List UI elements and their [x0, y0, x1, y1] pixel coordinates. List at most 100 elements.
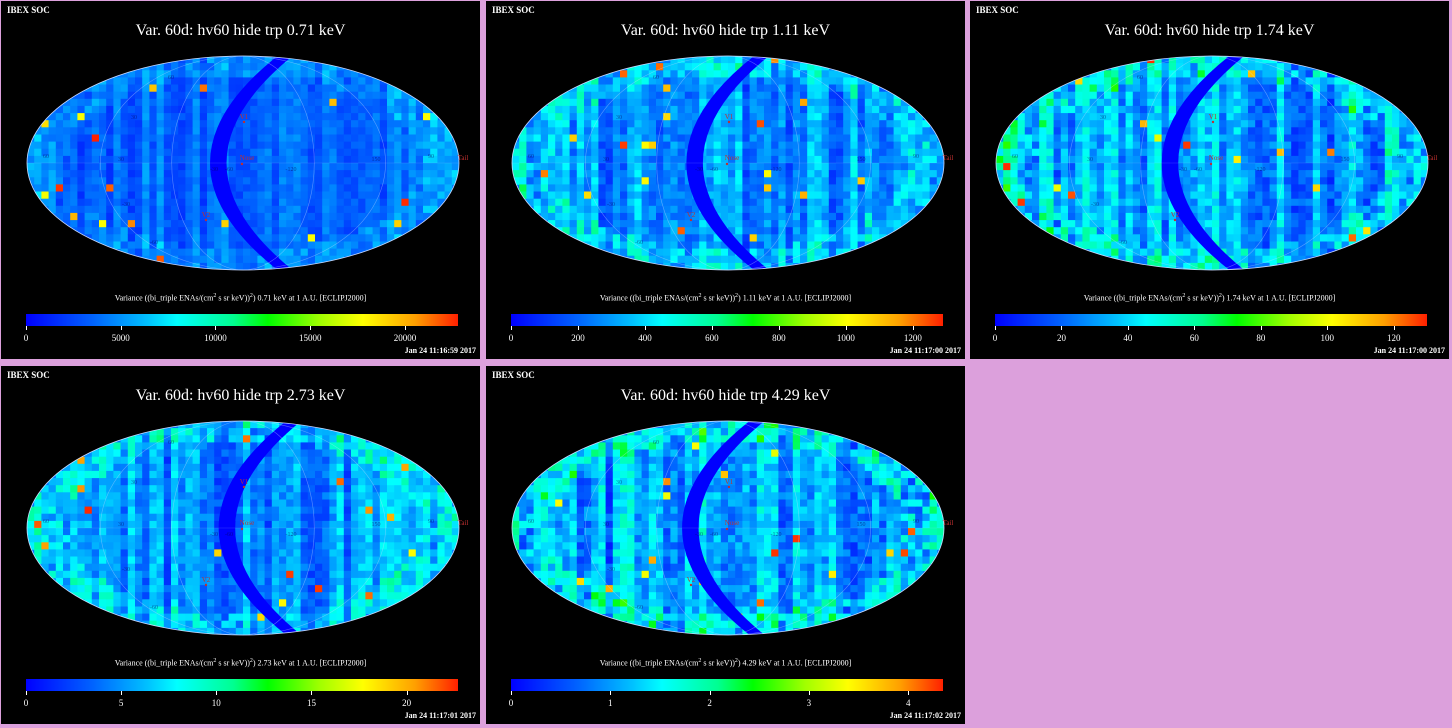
colorbar-tick-label: 80 — [1256, 333, 1266, 343]
colorbar-tick-label: 0 — [508, 333, 514, 343]
lon-label: 60 — [528, 519, 534, 525]
timestamp: Jan 24 11:17:00 2017 — [1373, 346, 1445, 355]
marker-dot — [242, 485, 246, 489]
lon-label: 60 — [1012, 154, 1018, 160]
lon-label: 90 — [428, 154, 434, 160]
marker-dot — [689, 218, 693, 222]
lat-label: -30 — [1091, 202, 1099, 208]
lat-label: -30 — [607, 567, 615, 573]
tail-label: Tail — [458, 154, 469, 162]
colorbar-tick — [511, 326, 512, 330]
marker-dot — [725, 527, 729, 531]
nose-label: Nose — [240, 519, 254, 527]
marker-dot — [1211, 120, 1215, 124]
lon-label: 30 — [1087, 157, 1093, 163]
sky-map: Nose Tail V1 V2 60 30 -30 -60 -120 150 90 30 -30 60 -6… — [26, 420, 468, 636]
org-label: IBEX SOC — [976, 5, 1019, 15]
map-panel-3: Nose Tail V1 V2 60 30 -30 -60 -120 150 90 30 -30 60 -6… — [970, 1, 1449, 359]
dark-band — [1161, 56, 1245, 270]
colorbar-ticks: 0 20 40 60 80 100 120 — [993, 326, 1427, 346]
colorbar-tick-label: 2 — [707, 698, 712, 708]
nose-label: Nose — [725, 519, 739, 527]
colorbar-ticks: 0 200 400 600 800 1000 1200 — [508, 326, 943, 346]
colorbar-tick — [1127, 326, 1129, 330]
lon-label: 150 — [372, 157, 381, 163]
colorbar-tick-label: 4 — [905, 698, 911, 708]
sky-map: Nose Tail V1 V2 60 30 -30 -60 -120 150 90 30 -30 60 -6… — [511, 55, 953, 271]
marker-dot — [242, 120, 246, 124]
timestamp: Jan 24 11:16:59 2017 — [404, 346, 476, 355]
v1-label: V1 — [1209, 113, 1218, 121]
marker-dot — [240, 527, 244, 531]
lat-label: 60 — [653, 440, 659, 446]
map-title: Var. 60d: hv60 hide trp 0.71 keV — [135, 22, 346, 39]
colorbar-tick — [1061, 326, 1063, 330]
lon-label: 90 — [1397, 154, 1403, 160]
nose-label: Nose — [240, 154, 254, 162]
lon-label: 150 — [1341, 157, 1350, 163]
lon-label: -30 — [1179, 167, 1187, 173]
colorbar-tick — [1194, 326, 1196, 330]
lon-label: -60 — [710, 167, 718, 173]
marker-dot — [727, 485, 731, 489]
timestamp: Jan 24 11:17:00 2017 — [889, 346, 961, 355]
colorbar-label: Variance ((bi_triple ENAs/(cm2 s sr keV)… — [114, 658, 367, 668]
lon-label: 60 — [43, 154, 49, 160]
colorbar-tick-label: 40 — [1123, 333, 1133, 343]
colorbar-tick-label: 20 — [1056, 333, 1066, 343]
colorbar-tick — [1327, 326, 1329, 330]
map-title: Var. 60d: hv60 hide trp 1.74 keV — [1104, 22, 1315, 39]
marker-dot — [204, 583, 208, 587]
sky-map: Nose Tail V1 V2 60 30 -30 -60 -120 150 90 30 -30 60 -6… — [511, 420, 954, 636]
sky-map: Nose Tail V1 V2 60 30 -30 -60 -120 150 90 30 -30 60 -6… — [26, 55, 469, 271]
map-title: Var. 60d: hv60 hide trp 2.73 keV — [135, 387, 346, 404]
lon-label: -120 — [771, 167, 782, 173]
colorbar — [995, 314, 1427, 326]
tail-label: Tail — [1427, 154, 1438, 162]
lat-label: -60 — [1119, 240, 1127, 246]
map-outline — [511, 55, 945, 271]
colorbar-tick-label: 200 — [571, 333, 585, 343]
org-label: IBEX SOC — [7, 5, 50, 15]
map-title: Var. 60d: hv60 hide trp 4.29 keV — [620, 387, 831, 404]
v2-label: V2 — [202, 576, 211, 584]
lon-label: 30 — [118, 157, 124, 163]
colorbar-tick-label: 1000 — [836, 333, 855, 343]
dark-band — [686, 56, 769, 270]
colorbar-tick-label: 600 — [705, 333, 719, 343]
timestamp: Jan 24 11:17:01 2017 — [404, 711, 476, 720]
map-panel-1: Nose Tail V1 V2 60 30 -30 -60 -120 150 90 30 -30 60 -6… — [1, 1, 480, 359]
colorbar-tick-label: 10000 — [204, 333, 227, 343]
v2-label: V2 — [1171, 211, 1180, 219]
tail-label: Tail — [943, 519, 954, 527]
colorbar — [26, 679, 458, 691]
colorbar-tick — [610, 691, 612, 695]
colorbar-tick — [778, 326, 780, 330]
org-label: IBEX SOC — [492, 5, 535, 15]
colorbar-label: Variance ((bi_triple ENAs/(cm2 s sr keV)… — [599, 658, 852, 668]
lon-label: 30 — [603, 522, 609, 528]
colorbar-tick — [709, 691, 711, 695]
colorbar-tick-label: 0 — [23, 698, 29, 708]
lon-label: -60 — [710, 532, 718, 538]
lon-label: 90 — [428, 519, 434, 525]
lat-label: 60 — [653, 75, 659, 81]
colorbar-tick-label: 400 — [638, 333, 652, 343]
lon-label: 30 — [603, 157, 609, 163]
lat-label: 30 — [1100, 115, 1106, 121]
lon-label: -30 — [210, 167, 218, 173]
nose-label: Nose — [1209, 154, 1223, 162]
colorbar-tick — [404, 326, 406, 330]
lon-label: 60 — [43, 519, 49, 525]
colorbar-tick — [121, 691, 123, 695]
lat-label: -60 — [150, 240, 158, 246]
lon-label: -60 — [225, 532, 233, 538]
marker-dot — [727, 120, 731, 124]
marker-dot — [204, 218, 208, 222]
org-label: IBEX SOC — [492, 370, 535, 380]
map-panel-4: Nose Tail V1 V2 60 30 -30 -60 -120 150 90 30 -30 60 -6… — [1, 366, 480, 724]
colorbar-tick-label: 20000 — [393, 333, 417, 343]
lat-label: 60 — [1137, 75, 1143, 81]
colorbar-tick — [120, 326, 122, 330]
lon-label: -30 — [695, 532, 703, 538]
